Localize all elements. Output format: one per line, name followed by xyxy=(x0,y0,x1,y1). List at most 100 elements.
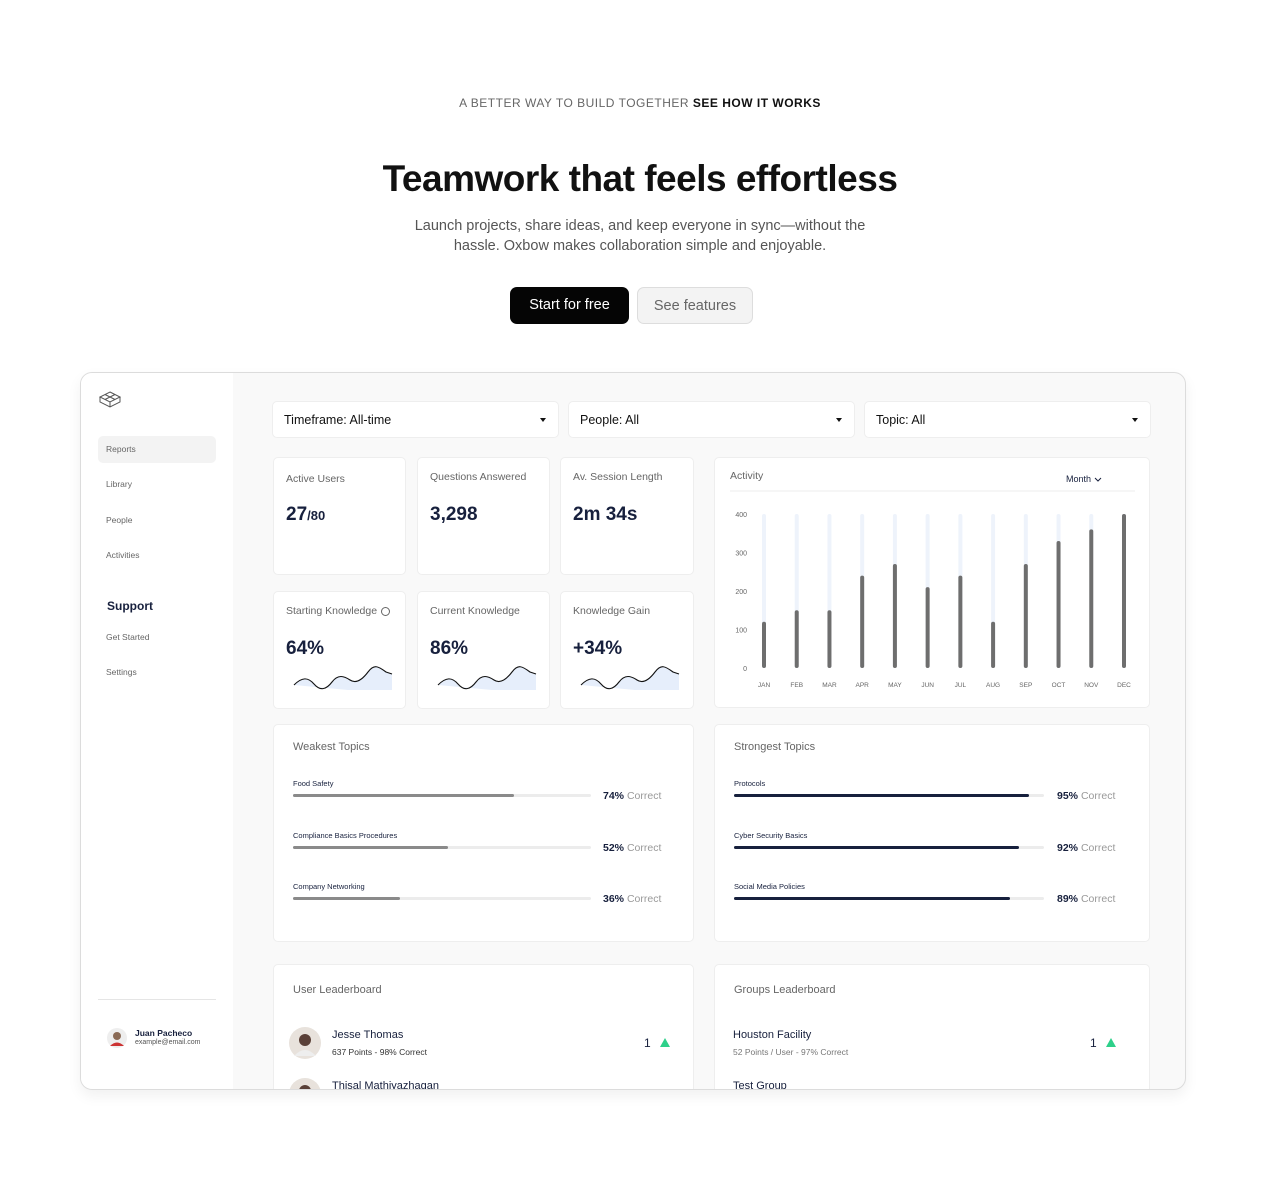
topic-name: Compliance Basics Procedures xyxy=(293,830,398,840)
progress-track xyxy=(293,897,591,900)
topic-note: Correct xyxy=(1080,893,1116,905)
avatar-face xyxy=(299,1085,311,1089)
trend-triangle xyxy=(660,1038,670,1047)
stat-card: Av. Session Length 2m 34s xyxy=(560,457,694,575)
x-tick-label: DEC xyxy=(1117,682,1131,689)
x-tick-label: JUN xyxy=(921,682,934,689)
nav-item[interactable]: People xyxy=(106,514,133,525)
row-detail: 637 Points - 98% Correct xyxy=(332,1047,427,1057)
eyebrow-link[interactable]: SEE HOW IT WORKS xyxy=(692,96,821,110)
stat-value: 64% xyxy=(286,638,324,660)
topic-name: Social Media Policies xyxy=(734,882,805,891)
stat-value: 27/80 xyxy=(286,504,325,526)
stat-value: 2m 34s xyxy=(573,504,637,526)
topic-note: Correct xyxy=(626,790,662,802)
divider xyxy=(98,999,216,1000)
stat-value: 86% xyxy=(430,638,468,660)
x-tick-label: MAR xyxy=(822,682,837,689)
stat-value: +34% xyxy=(573,638,622,660)
eyebrow: A BETTER WAY TO BUILD TOGETHER SEE HOW I… xyxy=(0,96,1280,110)
topics-card: Strongest Topics Protocols 95% Correct Cybe… xyxy=(714,724,1150,942)
sparkline xyxy=(293,666,393,690)
x-tick-label: FEB xyxy=(790,682,803,689)
topic-name: Food Safety xyxy=(293,779,334,788)
row-name: Jesse Thomas xyxy=(332,1029,404,1041)
stat-label: Av. Session Length xyxy=(573,471,663,483)
x-tick-label: NOV xyxy=(1084,682,1099,689)
x-tick-label: JAN xyxy=(758,682,771,689)
avatar-face xyxy=(299,1034,311,1046)
nav-item[interactable]: Activities xyxy=(106,549,140,560)
primary-button[interactable]: Start for free xyxy=(510,287,629,324)
topic-note: Correct xyxy=(1080,841,1116,854)
card-title: Weakest Topics xyxy=(293,741,370,753)
progress-bar xyxy=(734,897,1010,900)
card-title: Strongest Topics xyxy=(734,741,816,753)
trend-icon xyxy=(1106,1089,1116,1090)
period-control[interactable]: Month xyxy=(1066,474,1091,484)
y-tick-label: 400 xyxy=(735,512,747,519)
trend-triangle xyxy=(660,1089,670,1090)
secondary-button[interactable]: See features xyxy=(637,287,753,324)
filter-dropdown[interactable]: People: All xyxy=(568,401,855,438)
progress-bar xyxy=(734,794,1029,797)
filter-dropdown[interactable]: Timeframe: All-time xyxy=(272,401,559,438)
support-title: Support xyxy=(107,599,153,613)
caret xyxy=(540,418,546,422)
row-rank: 1 xyxy=(1090,1036,1097,1050)
topic-percent: 95% xyxy=(1057,790,1079,802)
row-rank: 2 xyxy=(644,1087,651,1089)
topic-percent: 52% xyxy=(603,841,625,854)
leaderboard-card: User Leaderboard Jesse Thomas 637 Points -… xyxy=(273,964,694,1090)
bar xyxy=(1056,540,1061,668)
topic-score: 89% Correct xyxy=(1057,893,1115,905)
x-tick-label: OCT xyxy=(1052,682,1066,689)
nav-item[interactable]: Reports xyxy=(98,436,216,463)
chevron xyxy=(1094,477,1102,482)
trend-triangle xyxy=(1106,1089,1116,1090)
filter-dropdown[interactable]: Topic: All xyxy=(864,401,1151,438)
topic-percent: 36% xyxy=(603,893,625,905)
nav-item[interactable]: Get Started xyxy=(106,632,150,642)
progress-bar xyxy=(734,845,1020,849)
topic-note: Correct xyxy=(626,893,662,905)
stat-card: Knowledge Gain +34% xyxy=(560,591,694,709)
nav-item[interactable]: Library xyxy=(106,479,132,490)
avatar-bg xyxy=(289,1078,321,1089)
row-name: Test Group xyxy=(733,1080,787,1090)
topic-note: Correct xyxy=(626,841,662,854)
bar xyxy=(991,621,996,668)
trend-icon xyxy=(1106,1038,1116,1047)
sparkline-area xyxy=(438,666,536,690)
avatar xyxy=(289,1027,321,1059)
info-icon xyxy=(381,606,391,616)
x-tick-label: JUL xyxy=(955,682,967,689)
topic-name: Cyber Security Basics xyxy=(734,830,808,840)
activity-chart: Activity Month 0 100 200 300 400 JAN FEB MAR APR MA… xyxy=(730,470,1135,689)
stat-label: Starting Knowledge xyxy=(286,605,391,617)
stat-label: Current Knowledge xyxy=(430,605,520,617)
logo xyxy=(98,391,122,408)
topic-percent: 89% xyxy=(1057,893,1079,905)
sparkline-line xyxy=(580,666,680,690)
stat-number: 64% xyxy=(286,638,325,659)
topic-score: 74% Correct xyxy=(603,790,661,802)
card-title: User Leaderboard xyxy=(293,984,382,996)
bar xyxy=(925,587,930,668)
y-tick-label: 200 xyxy=(735,589,747,596)
stat-number: 27 xyxy=(286,504,308,525)
bar xyxy=(1122,514,1126,668)
bar xyxy=(860,575,865,668)
stat-label: Questions Answered xyxy=(430,471,527,483)
stat-number: 86% xyxy=(430,638,469,659)
y-tick-label: 100 xyxy=(735,628,747,635)
topic-score: 52% Correct xyxy=(603,842,661,854)
nav-item[interactable]: Settings xyxy=(106,667,137,678)
stat-label: Active Users xyxy=(286,473,345,485)
x-tick-label: SEP xyxy=(1019,682,1032,689)
topic-note: Correct xyxy=(1080,790,1116,802)
sparkline-area xyxy=(581,666,679,690)
row-rank: 2 xyxy=(1090,1087,1097,1089)
avatar-body xyxy=(294,1050,316,1056)
